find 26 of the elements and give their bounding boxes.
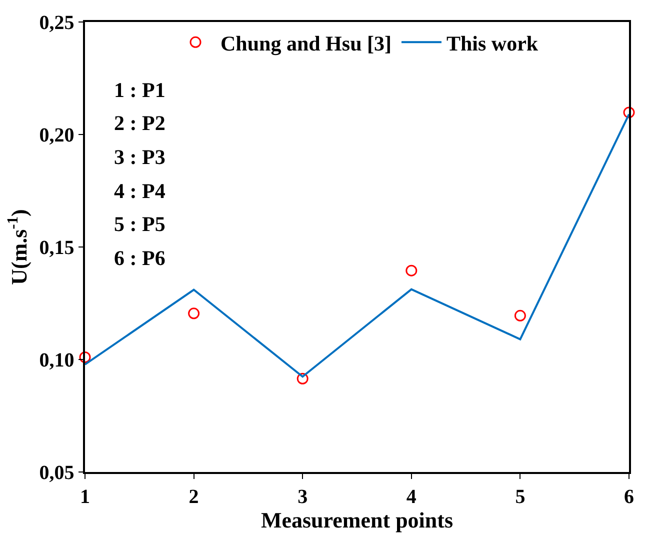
point: [514, 310, 526, 322]
x-tick-label: 6: [624, 486, 634, 508]
annotation: 1 : P1: [114, 78, 166, 102]
y-tick-label: 0,05: [39, 462, 74, 484]
annotation: 2 : P2: [114, 111, 166, 135]
x-tick-label: 2: [188, 486, 199, 508]
y-tick-label: 0,15: [39, 237, 74, 259]
legend-label: Chung and Hsu [3]: [220, 31, 392, 56]
x-axis-title: Measurement points: [260, 508, 454, 533]
point: [406, 264, 418, 276]
point: [188, 308, 200, 320]
point: [623, 106, 635, 118]
annotation: 3 : P3: [114, 145, 166, 169]
x-tick-label: 5: [515, 486, 526, 508]
y-tick-label: 0,20: [39, 124, 74, 146]
legend-label: This work: [446, 31, 538, 56]
annotation: 4 : P4: [114, 179, 166, 203]
point: [296, 372, 308, 384]
point: [79, 352, 91, 363]
y-tick-label: 0,10: [39, 350, 74, 372]
x-tick-label: 4: [406, 486, 416, 508]
annotation: 5 : P5: [114, 212, 166, 236]
x-tick-label: 1: [80, 486, 90, 508]
annotation: 6 : P6: [114, 246, 166, 270]
x-tick-label: 3: [298, 486, 308, 508]
y-tick-label: 0,25: [39, 12, 74, 34]
